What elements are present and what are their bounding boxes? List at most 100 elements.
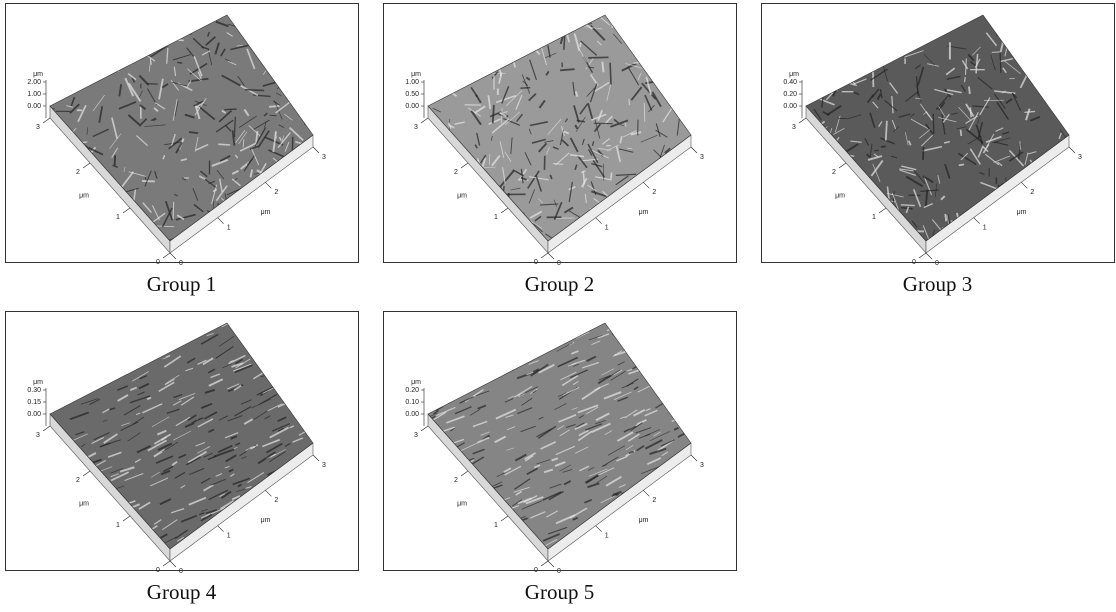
texture-stroke	[142, 181, 155, 182]
z-unit: μm	[411, 379, 421, 386]
x-tick-label: 0	[179, 260, 183, 267]
x-tick-label: 1	[605, 225, 609, 232]
z-unit: μm	[789, 71, 799, 78]
x-tick-label: 2	[652, 497, 656, 504]
caption: Group 5	[525, 580, 594, 604]
texture-stroke	[945, 214, 946, 221]
y-tick-label: 1	[872, 214, 876, 221]
z-unit: μm	[411, 71, 421, 78]
texture-stroke	[493, 105, 494, 123]
y-unit: μm	[835, 192, 845, 199]
y-tick-label: 2	[454, 169, 458, 176]
y-tick-label: 1	[116, 522, 120, 529]
y-unit: μm	[79, 192, 89, 199]
texture-stroke	[1000, 52, 1001, 72]
texture-stroke	[245, 90, 264, 91]
texture-stroke	[218, 144, 230, 145]
x-unit: μm	[639, 517, 649, 524]
texture-stroke	[177, 62, 182, 63]
z-tick-label: 0.50	[405, 91, 419, 98]
texture-stroke	[610, 63, 611, 85]
x-tick-label: 0	[557, 568, 561, 575]
z-tick-label: 1.00	[27, 91, 41, 98]
y-tick-label: 0	[156, 567, 160, 574]
caption: Group 1	[147, 272, 216, 296]
x-tick-label: 3	[322, 462, 326, 469]
z-tick-label: 0.40	[783, 79, 797, 86]
x-tick-label: 2	[652, 189, 656, 196]
x-tick-label: 3	[700, 462, 704, 469]
x-tick-label: 1	[605, 533, 609, 540]
texture-stroke	[588, 57, 608, 58]
z-tick-label: 0.00	[405, 411, 419, 418]
y-tick-label: 3	[36, 124, 40, 131]
texture-stroke	[970, 107, 971, 117]
x-tick-label: 1	[227, 533, 231, 540]
texture-stroke	[189, 132, 198, 133]
figure: μm2.001.000.000123μm0123μmGroup 1μm1.000…	[0, 0, 1116, 612]
texture-stroke	[583, 171, 584, 185]
x-unit: μm	[639, 209, 649, 216]
y-unit: μm	[457, 192, 467, 199]
y-tick-label: 3	[414, 124, 418, 131]
afm-panel: μm0.300.150.000123μm0123μm	[6, 306, 359, 575]
texture-stroke	[560, 69, 574, 70]
x-tick-label: 0	[179, 568, 183, 575]
texture-stroke	[901, 205, 915, 206]
y-tick-label: 2	[454, 477, 458, 484]
z-tick-label: 0.15	[27, 399, 41, 406]
texture-stroke	[115, 155, 116, 165]
z-tick-label: 2.00	[27, 79, 41, 86]
z-tick-label: 0.00	[405, 103, 419, 110]
texture-stroke	[173, 202, 174, 219]
z-tick-label: 0.20	[405, 387, 419, 394]
x-tick-label: 2	[1030, 189, 1034, 196]
texture-stroke	[234, 117, 235, 138]
caption: Group 3	[903, 272, 972, 296]
texture-stroke	[602, 62, 603, 72]
y-tick-label: 2	[76, 477, 80, 484]
x-unit: μm	[261, 517, 271, 524]
y-tick-label: 3	[414, 432, 418, 439]
texture-stroke	[992, 52, 1001, 53]
x-tick-label: 0	[935, 260, 939, 267]
y-tick-label: 3	[792, 124, 796, 131]
texture-stroke	[196, 107, 200, 108]
texture-stroke	[269, 106, 279, 107]
texture-stroke	[644, 103, 645, 122]
z-tick-label: 0.00	[27, 103, 41, 110]
texture-stroke	[959, 164, 964, 165]
texture-stroke	[269, 115, 276, 116]
z-tick-label: 0.00	[27, 411, 41, 418]
afm-panel: μm0.200.100.000123μm0123μm	[384, 308, 737, 575]
y-tick-label: 2	[832, 169, 836, 176]
y-tick-label: 1	[494, 522, 498, 529]
y-tick-label: 0	[912, 259, 916, 266]
texture-stroke	[881, 146, 886, 147]
x-tick-label: 3	[700, 154, 704, 161]
y-tick-label: 0	[534, 259, 538, 266]
y-unit: μm	[457, 500, 467, 507]
x-tick-label: 1	[227, 225, 231, 232]
x-tick-label: 3	[1078, 154, 1082, 161]
texture-stroke	[886, 121, 887, 141]
z-tick-label: 1.00	[405, 79, 419, 86]
y-tick-label: 1	[116, 214, 120, 221]
x-unit: μm	[1017, 209, 1027, 216]
z-tick-label: 0.30	[27, 387, 41, 394]
texture-stroke	[933, 114, 934, 134]
texture-stroke	[965, 77, 966, 82]
y-tick-label: 0	[156, 259, 160, 266]
z-unit: μm	[33, 71, 43, 78]
z-tick-label: 0.00	[783, 103, 797, 110]
caption: Group 2	[525, 272, 594, 296]
texture-stroke	[611, 173, 612, 179]
x-tick-label: 1	[983, 225, 987, 232]
texture-stroke	[224, 109, 236, 110]
z-unit: μm	[33, 379, 43, 386]
y-unit: μm	[79, 500, 89, 507]
x-tick-label: 2	[274, 497, 278, 504]
y-tick-label: 3	[36, 432, 40, 439]
x-tick-label: 3	[322, 154, 326, 161]
y-tick-label: 0	[534, 567, 538, 574]
